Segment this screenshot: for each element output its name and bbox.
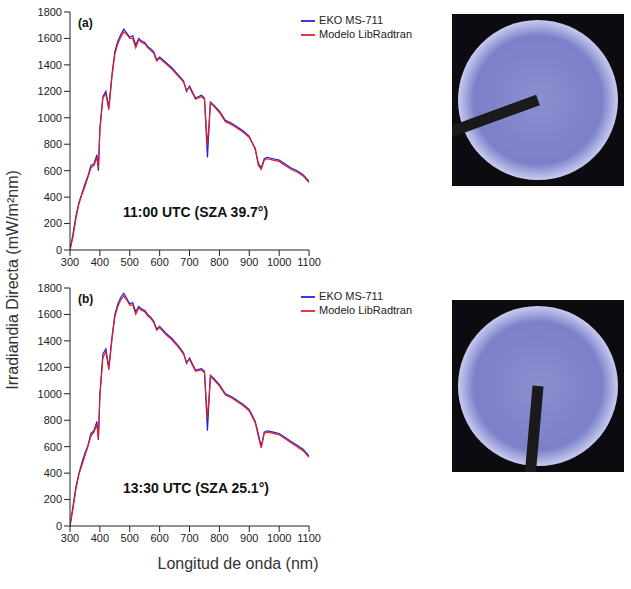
svg-text:0: 0 xyxy=(56,244,62,256)
svg-text:900: 900 xyxy=(240,532,258,544)
svg-text:1200: 1200 xyxy=(38,85,62,97)
svg-text:Irradiandia Directa (mW/m²nm): Irradiandia Directa (mW/m²nm) xyxy=(4,170,21,390)
html-text:13:30 UTC (SZA 25.1°): 13:30 UTC (SZA 25.1°) xyxy=(123,480,269,496)
svg-text:1600: 1600 xyxy=(38,32,62,44)
svg-text:300: 300 xyxy=(61,532,79,544)
svg-text:600: 600 xyxy=(150,532,168,544)
svg-text:1400: 1400 xyxy=(38,335,62,347)
svg-text:1000: 1000 xyxy=(38,112,62,124)
svg-text:1000: 1000 xyxy=(38,388,62,400)
html-text:11:00 UTC (SZA 39.7°): 11:00 UTC (SZA 39.7°) xyxy=(123,204,269,220)
svg-text:700: 700 xyxy=(180,532,198,544)
svg-text:600: 600 xyxy=(44,165,62,177)
svg-text:0: 0 xyxy=(56,520,62,532)
svg-text:500: 500 xyxy=(121,532,139,544)
svg-text:400: 400 xyxy=(44,191,62,203)
svg-text:1600: 1600 xyxy=(38,308,62,320)
svg-text:800: 800 xyxy=(44,414,62,426)
html-text:EKO MS-711: EKO MS-711 xyxy=(319,290,383,302)
svg-text:1100: 1100 xyxy=(297,256,321,268)
svg-text:400: 400 xyxy=(44,467,62,479)
svg-text:1200: 1200 xyxy=(38,361,62,373)
svg-text:800: 800 xyxy=(44,138,62,150)
svg-text:1000: 1000 xyxy=(267,256,291,268)
html-text:Modelo LibRadtran: Modelo LibRadtran xyxy=(319,304,412,317)
svg-text:600: 600 xyxy=(44,441,62,453)
svg-text:1100: 1100 xyxy=(297,532,321,544)
svg-text:1400: 1400 xyxy=(38,59,62,71)
svg-text:900: 900 xyxy=(240,256,258,268)
svg-text:500: 500 xyxy=(121,256,139,268)
svg-text:700: 700 xyxy=(180,256,198,268)
svg-text:200: 200 xyxy=(44,217,62,229)
svg-text:600: 600 xyxy=(150,256,168,268)
html-text:EKO MS-711: EKO MS-711 xyxy=(319,14,383,26)
svg-text:1800: 1800 xyxy=(38,282,62,294)
svg-text:400: 400 xyxy=(91,532,109,544)
svg-text:1800: 1800 xyxy=(38,6,62,18)
svg-text:1000: 1000 xyxy=(267,532,291,544)
html-text:Modelo LibRadtran: Modelo LibRadtran xyxy=(319,28,412,41)
svg-text:800: 800 xyxy=(210,532,228,544)
html-text:(b): (b) xyxy=(78,292,94,306)
svg-text:200: 200 xyxy=(44,493,62,505)
html-text:(a): (a) xyxy=(78,16,93,30)
html-text:Longitud de onda (nm): Longitud de onda (nm) xyxy=(157,555,319,572)
svg-text:800: 800 xyxy=(210,256,228,268)
svg-text:300: 300 xyxy=(61,256,79,268)
svg-text:400: 400 xyxy=(91,256,109,268)
